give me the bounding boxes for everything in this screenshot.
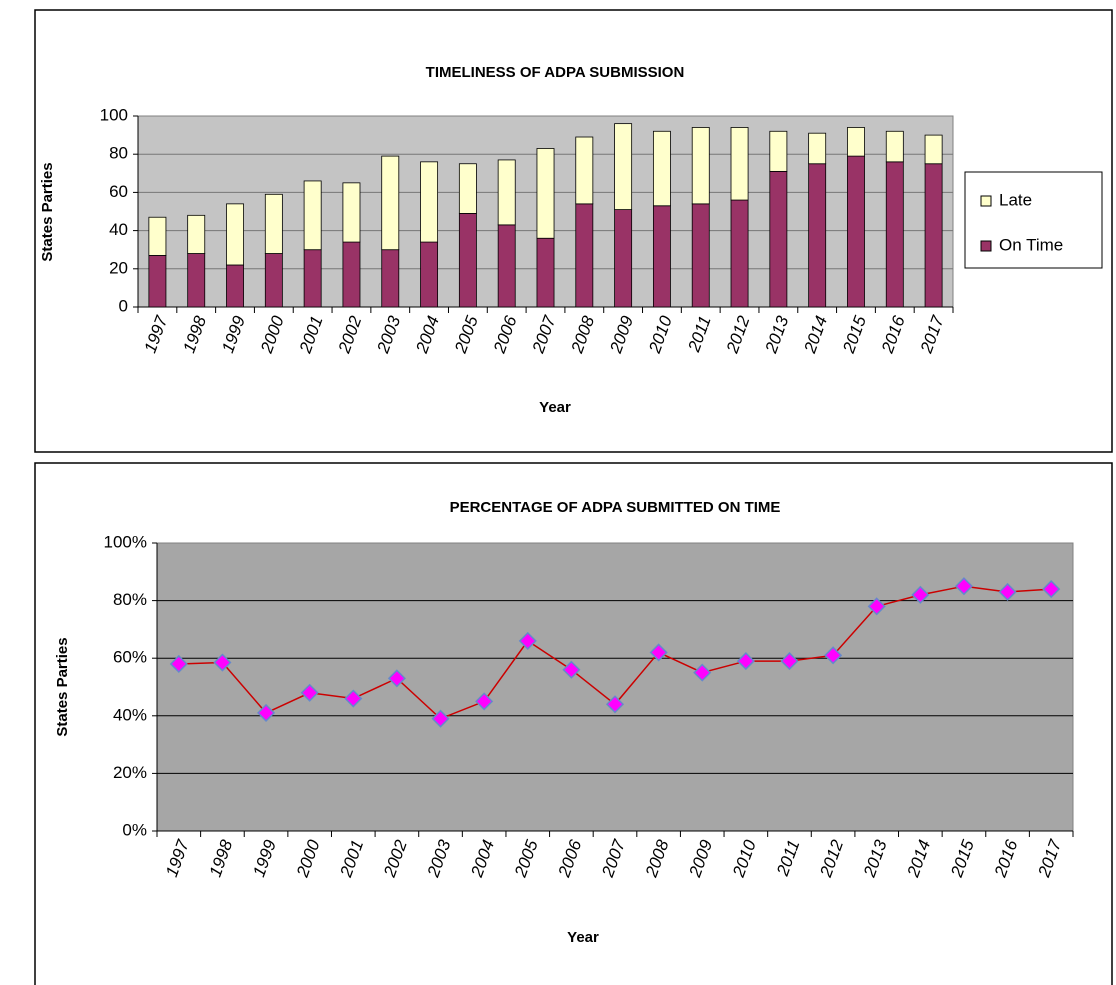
bar [885, 130, 904, 163]
marker [256, 703, 276, 722]
bar [342, 182, 361, 243]
plot-area [156, 542, 1074, 832]
legend-label: On Time [999, 235, 1063, 254]
marker [562, 660, 581, 679]
bar [303, 249, 322, 308]
marker [344, 689, 363, 708]
chart-title: TIMELINESS OF ADPA SUBMISSION [426, 64, 685, 81]
marker [780, 652, 799, 671]
bar [187, 214, 206, 254]
bar [303, 180, 322, 251]
bar [652, 130, 671, 207]
bar [808, 132, 827, 165]
y-tick-label: 80 [109, 144, 128, 163]
bar [381, 155, 400, 251]
bar [691, 203, 710, 308]
bar [497, 224, 516, 308]
marker [998, 582, 1017, 602]
marker [605, 695, 625, 714]
bar [342, 241, 361, 308]
bar [575, 136, 594, 205]
x-axis-label: Year [567, 929, 599, 946]
bar [458, 163, 477, 214]
bar [148, 255, 167, 308]
legend-swatch [980, 240, 992, 252]
bar [536, 148, 555, 239]
bar [730, 127, 749, 201]
bar [924, 134, 943, 165]
bar [885, 161, 904, 308]
bar [226, 264, 244, 308]
bar [808, 163, 827, 308]
marker [169, 654, 188, 674]
bar [652, 205, 671, 308]
bar [264, 253, 283, 308]
marker [518, 631, 537, 650]
y-tick-label: 20% [113, 763, 147, 782]
y-tick-label: 60 [109, 182, 128, 201]
bar [691, 127, 710, 205]
marker [213, 653, 232, 672]
bar [226, 203, 244, 266]
y-axis-label: States Parties [39, 162, 56, 261]
marker [475, 692, 494, 711]
bar [575, 203, 594, 308]
y-tick-label: 40% [113, 705, 147, 724]
marker [431, 709, 450, 728]
bar [614, 123, 633, 210]
x-axis-label: Year [539, 399, 571, 416]
bar [187, 253, 206, 308]
legend-label: Late [999, 190, 1032, 209]
legend-box [964, 171, 1103, 269]
marker [867, 597, 886, 616]
marker [649, 643, 668, 662]
bar [536, 237, 555, 308]
marker [387, 669, 406, 688]
y-tick-label: 100 [100, 105, 128, 124]
bar [497, 159, 516, 226]
bar [769, 170, 788, 308]
bar [847, 155, 865, 308]
y-axis-label: States Parties [54, 637, 71, 736]
marker [693, 663, 712, 682]
bar [381, 249, 400, 308]
legend-swatch [980, 195, 992, 207]
bar [769, 130, 788, 172]
chart-title: PERCENTAGE OF ADPA SUBMITTED ON TIME [450, 499, 781, 516]
y-tick-label: 100% [104, 532, 147, 551]
bar [420, 241, 439, 308]
y-tick-label: 20 [109, 258, 128, 277]
bar [614, 209, 633, 308]
y-tick-label: 80% [113, 590, 147, 609]
bar [264, 193, 283, 254]
y-tick-label: 0 [119, 296, 128, 315]
bar [730, 199, 749, 308]
marker [300, 683, 319, 702]
y-tick-label: 40 [109, 220, 128, 239]
y-tick-label: 60% [113, 648, 147, 667]
marker [824, 646, 843, 665]
bar [847, 127, 865, 157]
marker [911, 585, 930, 604]
bar [458, 213, 477, 308]
bar [420, 161, 439, 243]
bar [924, 163, 943, 308]
marker [736, 652, 755, 671]
marker [1042, 580, 1061, 599]
y-tick-label: 0% [122, 820, 147, 839]
bar [148, 216, 167, 256]
marker [954, 577, 974, 596]
